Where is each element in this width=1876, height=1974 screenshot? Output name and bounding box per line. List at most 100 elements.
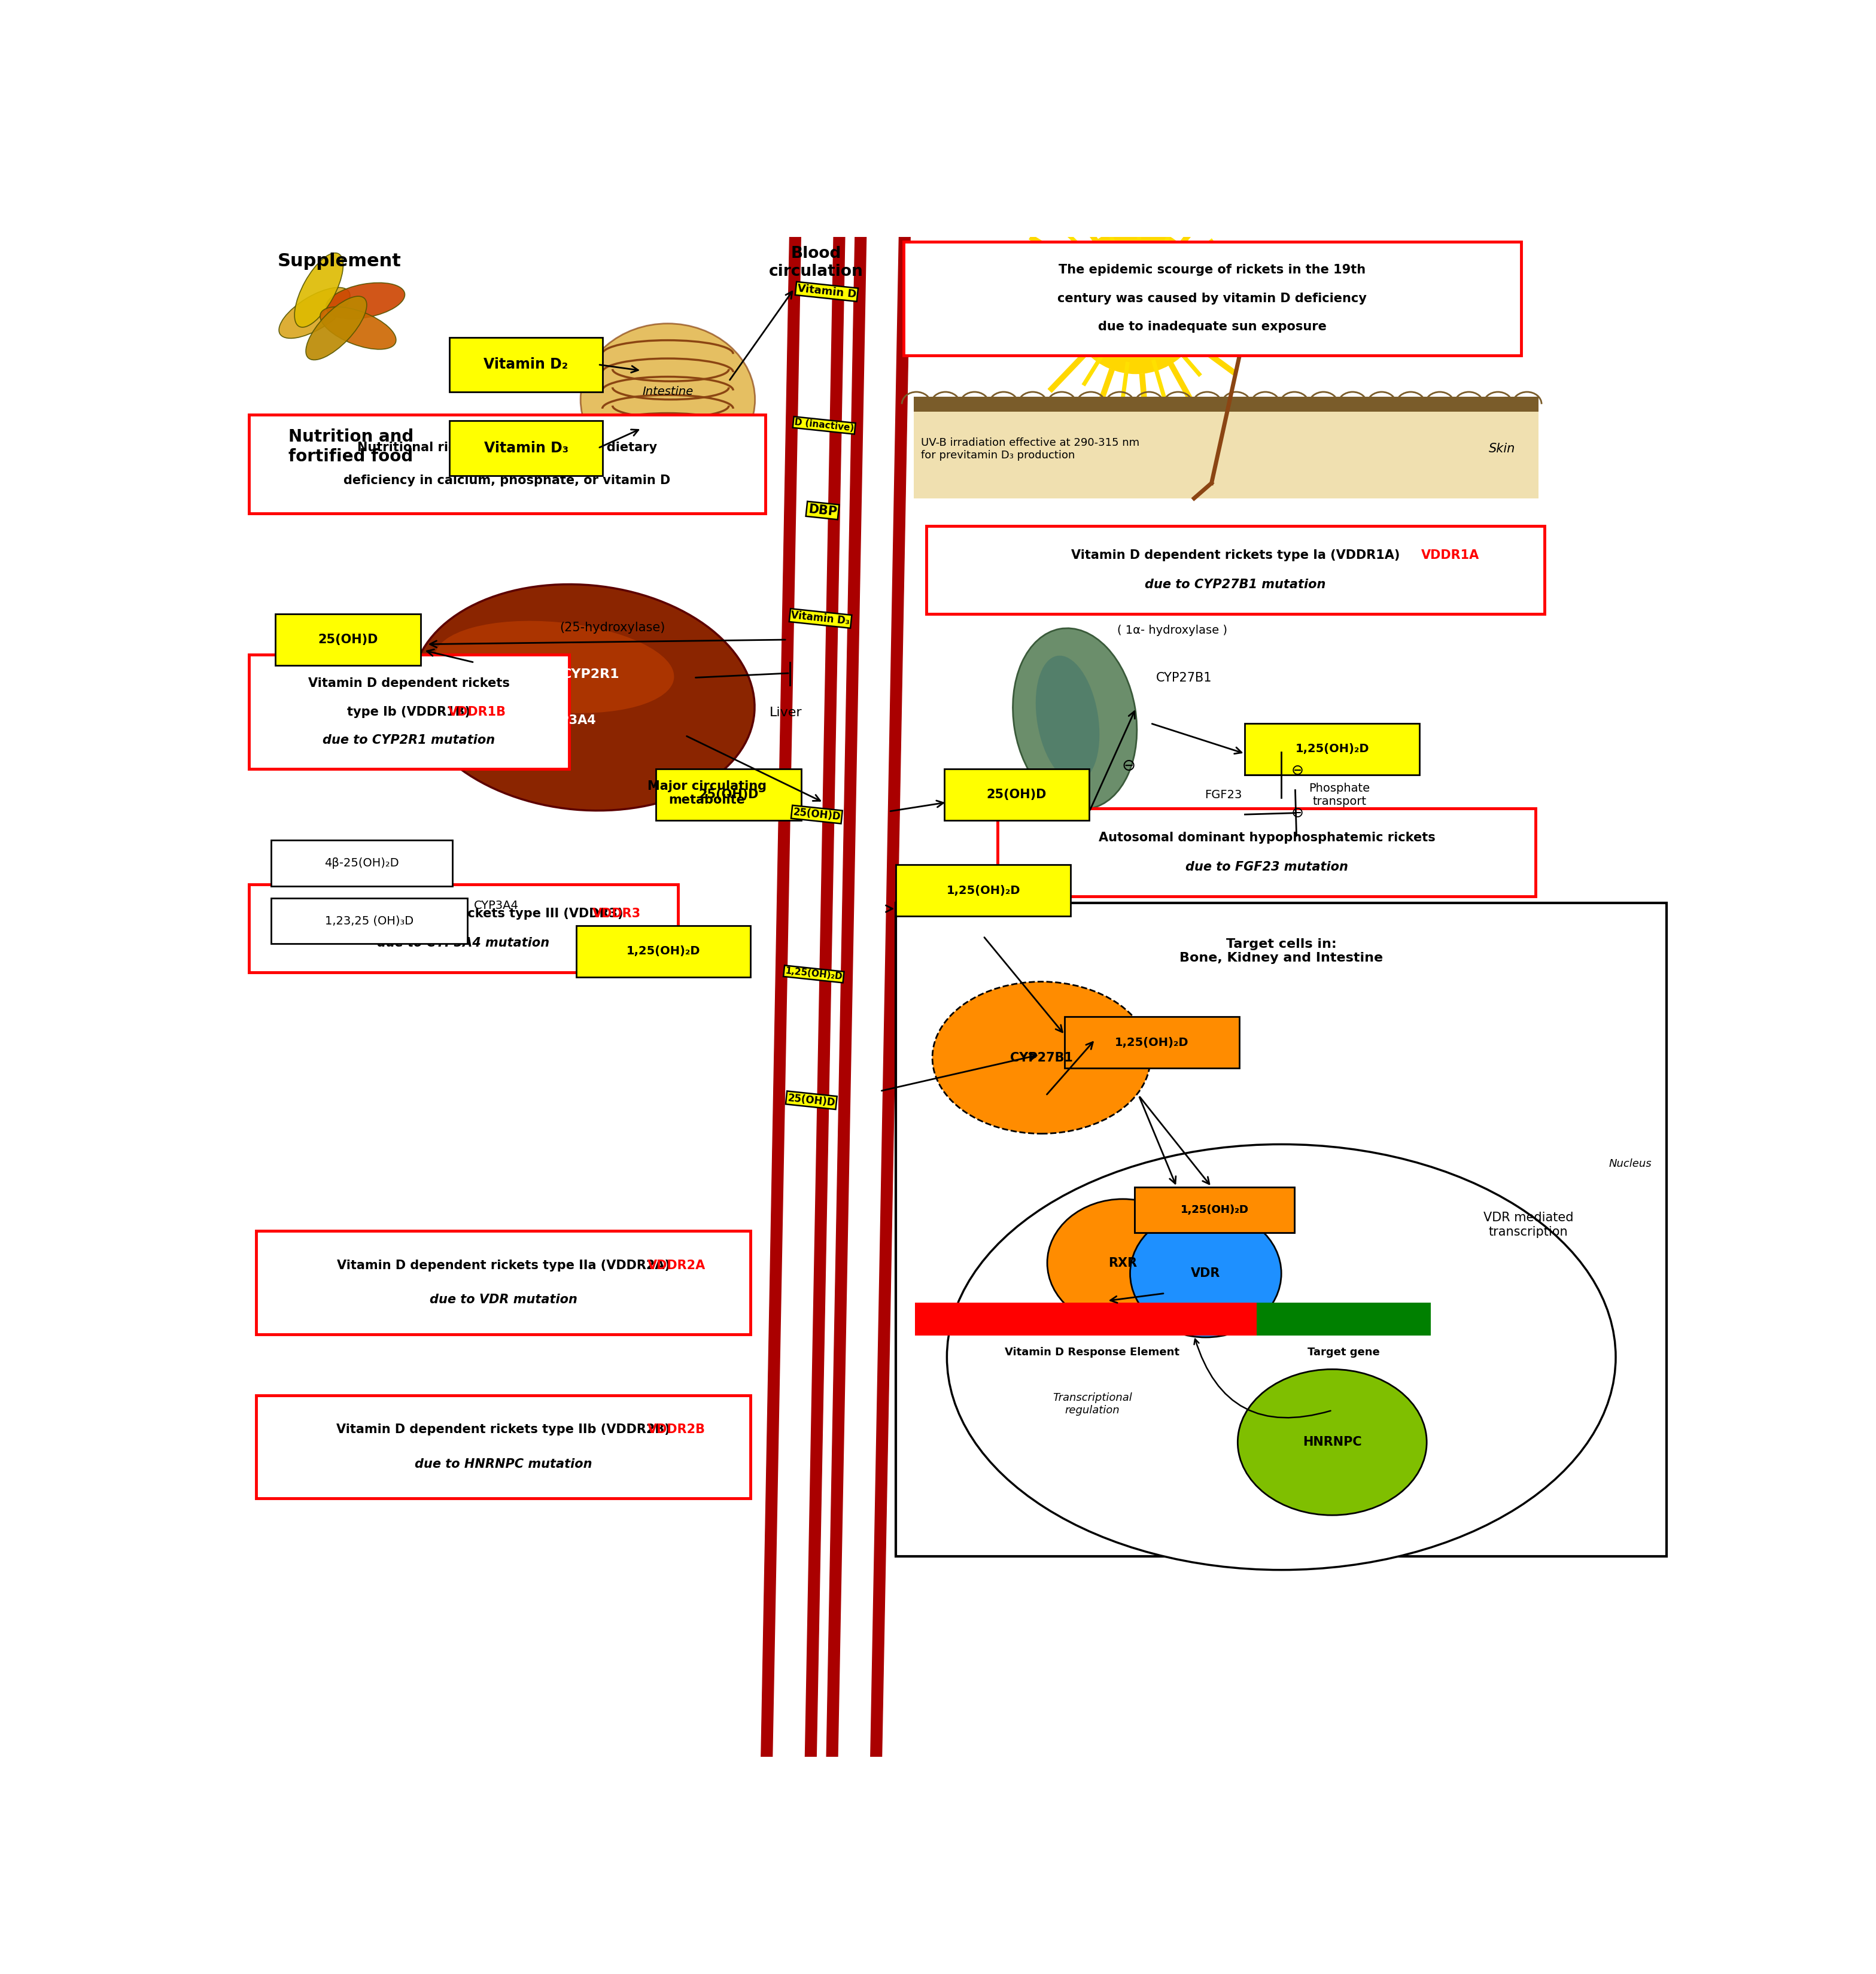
Text: VDDR2A: VDDR2A xyxy=(647,1259,705,1271)
Text: Vitamin D dependent rickets type Ia (VDDR1A): Vitamin D dependent rickets type Ia (VDD… xyxy=(1071,549,1399,561)
Text: Autosomal dominant hypophosphatemic rickets: Autosomal dominant hypophosphatemic rick… xyxy=(1097,831,1435,843)
Text: 25(OH)D: 25(OH)D xyxy=(792,807,840,823)
FancyBboxPatch shape xyxy=(450,338,602,393)
Text: VDDR1B: VDDR1B xyxy=(448,707,507,719)
Text: Vitamin D Response Element: Vitamin D Response Element xyxy=(1006,1346,1180,1358)
Ellipse shape xyxy=(947,1145,1615,1569)
Text: CYP3A4: CYP3A4 xyxy=(542,715,597,726)
Text: (25-hydroxylase): (25-hydroxylase) xyxy=(559,622,666,634)
Text: Vitamin D dependent rickets: Vitamin D dependent rickets xyxy=(308,677,510,689)
Text: DBP: DBP xyxy=(807,503,837,517)
Text: Vitamin D₂: Vitamin D₂ xyxy=(484,357,568,371)
FancyBboxPatch shape xyxy=(257,1396,750,1498)
PathPatch shape xyxy=(762,221,844,1773)
Text: century was caused by vitamin D deficiency: century was caused by vitamin D deficien… xyxy=(1058,292,1368,304)
Text: 1,25(OH)₂D: 1,25(OH)₂D xyxy=(784,967,842,981)
Text: 4β-25(OH)₂D: 4β-25(OH)₂D xyxy=(325,857,400,869)
Text: VDDR3: VDDR3 xyxy=(593,908,642,920)
Text: due to HNRNPC mutation: due to HNRNPC mutation xyxy=(415,1459,593,1471)
Text: VDR: VDR xyxy=(1191,1267,1221,1279)
FancyBboxPatch shape xyxy=(1066,1017,1240,1068)
Text: 25(OH)D: 25(OH)D xyxy=(786,1092,835,1107)
Text: 25(OH)D: 25(OH)D xyxy=(987,790,1047,801)
FancyBboxPatch shape xyxy=(1135,1186,1294,1232)
Text: due to CYP3A4 mutation: due to CYP3A4 mutation xyxy=(377,938,550,949)
FancyBboxPatch shape xyxy=(270,898,467,944)
Text: due to FGF23 mutation: due to FGF23 mutation xyxy=(1186,861,1349,873)
Ellipse shape xyxy=(1238,1370,1426,1516)
FancyBboxPatch shape xyxy=(897,902,1666,1556)
Text: CYP27B1: CYP27B1 xyxy=(1156,671,1212,683)
Text: Vitamin D dependent rickets type IIb (VDDR2B): Vitamin D dependent rickets type IIb (VD… xyxy=(336,1423,670,1435)
Text: ⊖: ⊖ xyxy=(1291,805,1304,819)
Text: FGF23: FGF23 xyxy=(1204,790,1242,799)
Text: Transcriptional
regulation: Transcriptional regulation xyxy=(1052,1392,1131,1415)
PathPatch shape xyxy=(839,221,899,1773)
FancyBboxPatch shape xyxy=(250,655,568,770)
Text: Vitamin D₃: Vitamin D₃ xyxy=(484,440,568,456)
Text: VDDR2B: VDDR2B xyxy=(647,1423,705,1435)
FancyBboxPatch shape xyxy=(576,926,750,977)
Ellipse shape xyxy=(306,296,366,359)
Ellipse shape xyxy=(1047,1198,1199,1327)
Text: Vitamin D₃: Vitamin D₃ xyxy=(790,610,850,628)
Ellipse shape xyxy=(435,622,673,713)
Text: Skin: Skin xyxy=(1490,442,1516,454)
Text: ( 1α- hydroxylase ): ( 1α- hydroxylase ) xyxy=(1118,626,1227,636)
Text: Nucleus: Nucleus xyxy=(1610,1159,1651,1169)
FancyBboxPatch shape xyxy=(927,525,1544,614)
Text: due to CYP27B1 mutation: due to CYP27B1 mutation xyxy=(1144,578,1326,590)
Text: Intestine: Intestine xyxy=(642,387,694,397)
Text: Nutritional rickets, stemming from dietary: Nutritional rickets, stemming from dieta… xyxy=(356,442,657,454)
Text: 1,25(OH)₂D: 1,25(OH)₂D xyxy=(1114,1036,1189,1048)
Ellipse shape xyxy=(580,324,754,476)
Text: Vitamin D: Vitamin D xyxy=(797,282,857,300)
Text: VDDR1A: VDDR1A xyxy=(1422,549,1480,561)
Text: type Ib (VDDR1B): type Ib (VDDR1B) xyxy=(347,707,471,719)
FancyBboxPatch shape xyxy=(1246,722,1420,776)
Ellipse shape xyxy=(1013,628,1137,809)
Text: 1,25(OH)₂D: 1,25(OH)₂D xyxy=(1180,1204,1249,1216)
FancyBboxPatch shape xyxy=(915,1303,1257,1336)
FancyBboxPatch shape xyxy=(250,884,677,973)
Text: 25(OH)D: 25(OH)D xyxy=(698,790,760,801)
FancyBboxPatch shape xyxy=(657,770,801,821)
Text: 1,25(OH)₂D: 1,25(OH)₂D xyxy=(946,884,1021,896)
Text: deficiency in calcium, phosphate, or vitamin D: deficiency in calcium, phosphate, or vit… xyxy=(343,474,670,486)
PathPatch shape xyxy=(773,221,833,1773)
Ellipse shape xyxy=(413,584,754,811)
Text: due to VDR mutation: due to VDR mutation xyxy=(430,1293,578,1307)
FancyBboxPatch shape xyxy=(257,1232,750,1334)
Ellipse shape xyxy=(326,282,405,318)
Text: 1,25(OH)₂D: 1,25(OH)₂D xyxy=(1294,744,1369,754)
Text: Vitamin D dependent rickets type IIa (VDDR2A): Vitamin D dependent rickets type IIa (VD… xyxy=(338,1259,670,1271)
Text: CYP3A4: CYP3A4 xyxy=(475,900,518,912)
PathPatch shape xyxy=(825,221,910,1773)
Ellipse shape xyxy=(276,454,353,492)
Text: Blood
circulation: Blood circulation xyxy=(769,247,863,280)
FancyBboxPatch shape xyxy=(998,809,1536,896)
Text: Liver: Liver xyxy=(769,707,803,719)
Text: 1,23,25 (OH)₃D: 1,23,25 (OH)₃D xyxy=(325,916,413,926)
Text: CYP27B1: CYP27B1 xyxy=(1009,1052,1073,1064)
Text: ⊖: ⊖ xyxy=(1291,764,1304,778)
Ellipse shape xyxy=(1129,1210,1281,1336)
Text: Vitamin D dependent rickets type III (VDDR3): Vitamin D dependent rickets type III (VD… xyxy=(304,908,623,920)
FancyBboxPatch shape xyxy=(276,614,420,665)
Text: 1,25(OH)₂D: 1,25(OH)₂D xyxy=(627,946,700,957)
Text: RXR: RXR xyxy=(1109,1257,1137,1269)
Text: due to inadequate sun exposure: due to inadequate sun exposure xyxy=(1097,322,1326,334)
Text: The epidemic scourge of rickets in the 19th: The epidemic scourge of rickets in the 1… xyxy=(1058,265,1366,276)
FancyBboxPatch shape xyxy=(914,397,1538,413)
Text: 25(OH)D: 25(OH)D xyxy=(317,634,377,645)
FancyBboxPatch shape xyxy=(897,865,1071,916)
FancyBboxPatch shape xyxy=(349,428,394,495)
Text: Phosphate
transport: Phosphate transport xyxy=(1309,782,1369,807)
FancyBboxPatch shape xyxy=(1135,1186,1294,1232)
Ellipse shape xyxy=(295,253,343,328)
Text: Target gene: Target gene xyxy=(1308,1346,1381,1358)
Text: Supplement: Supplement xyxy=(278,253,401,270)
Text: Target cells in:
Bone, Kidney and Intestine: Target cells in: Bone, Kidney and Intest… xyxy=(1180,938,1383,963)
FancyBboxPatch shape xyxy=(450,420,602,476)
Text: Nutrition and
fortified food: Nutrition and fortified food xyxy=(289,428,413,464)
